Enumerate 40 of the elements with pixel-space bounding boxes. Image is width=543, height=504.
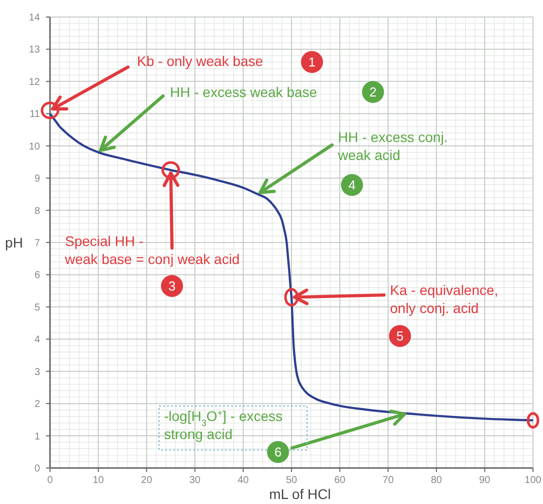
y-tick-label: 2 — [34, 399, 40, 410]
y-tick-label: 4 — [34, 334, 40, 346]
annotation: 3 — [168, 278, 176, 294]
y-axis-title: pH — [5, 234, 23, 250]
y-tick-label: 14 — [28, 12, 40, 24]
y-tick-label: 12 — [28, 76, 40, 88]
y-tick-label: 10 — [28, 141, 40, 152]
y-tick-label: 6 — [34, 270, 40, 282]
y-tick-label: 13 — [28, 44, 40, 56]
x-tick-label: 30 — [189, 475, 201, 486]
y-tick-label: 11 — [30, 109, 40, 120]
x-tick-label: 20 — [141, 475, 153, 486]
x-tick-label: 80 — [430, 475, 442, 486]
x-tick-label: 90 — [479, 475, 491, 486]
annotation: 5 — [396, 328, 404, 344]
y-tick-label: 8 — [34, 206, 40, 217]
x-tick-label: 100 — [524, 475, 542, 486]
annotation: Ka - equivalence, only conj. acid — [390, 282, 498, 316]
annotation: HH - excess conj. weak acid — [337, 129, 448, 163]
y-tick-label: 7 — [34, 238, 40, 249]
x-tick-label: 60 — [334, 475, 346, 486]
y-tick-label: 5 — [34, 302, 40, 314]
x-tick-label: 10 — [92, 475, 104, 486]
x-tick-label: 40 — [238, 475, 250, 486]
y-tick-label: 9 — [34, 174, 40, 185]
x-tick-label: 70 — [382, 475, 394, 486]
annotation: 4 — [348, 178, 356, 192]
annotation: Special HH - weak base = conj weak acid — [64, 233, 240, 267]
annotation: Kb - only weak base — [137, 53, 264, 69]
annotation: -log[H$_{3}$O$^{+}$] - excess strong acid — [164, 408, 283, 442]
x-axis-title: mL of HCl — [269, 486, 331, 502]
annotation: 6 — [274, 444, 282, 460]
y-tick-label: 1 — [34, 431, 40, 442]
annotation: 1 — [308, 54, 316, 70]
y-tick-label: 3 — [34, 366, 40, 378]
x-tick-label: 0 — [47, 475, 54, 486]
y-tick-label: 0 — [34, 464, 40, 474]
annotation: 2 — [369, 84, 377, 100]
annotation: HH - excess weak base — [170, 84, 318, 100]
x-tick-label: 50 — [286, 475, 298, 486]
